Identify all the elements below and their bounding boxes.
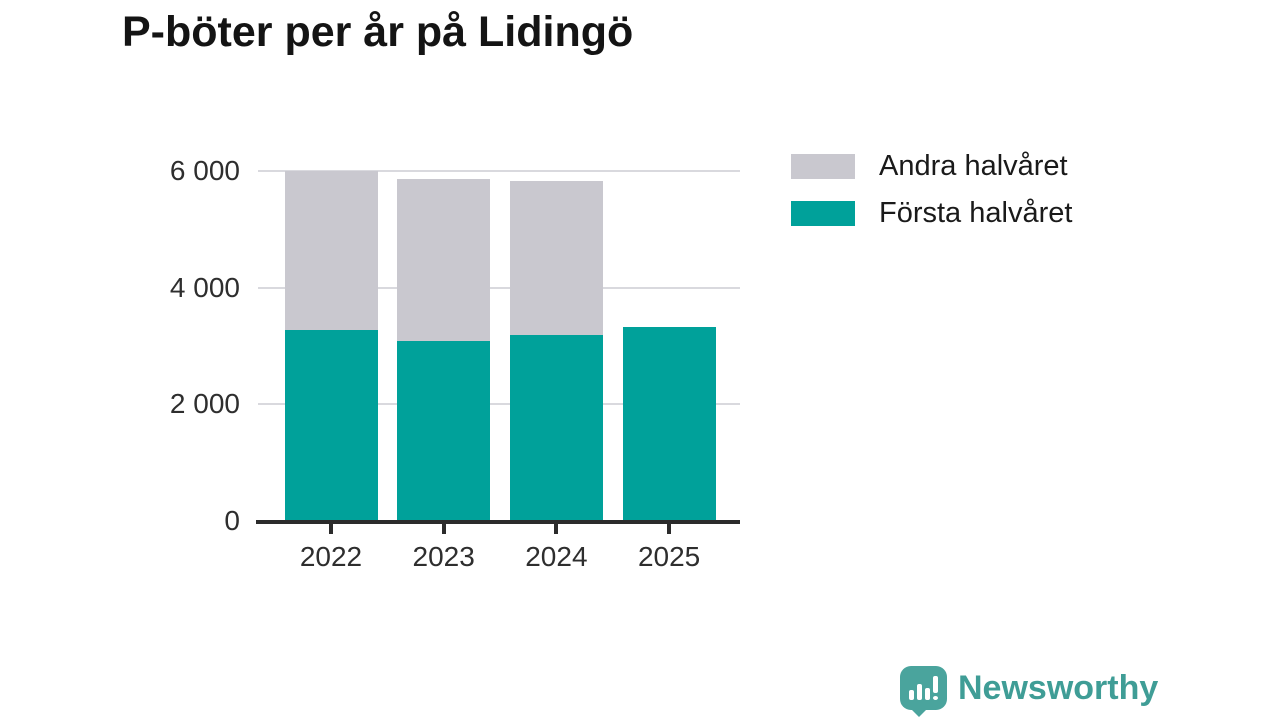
bar-segment-2025 (622, 327, 716, 521)
bar-segment-2023 (397, 179, 491, 341)
x-axis-tick-label: 2025 (637, 541, 701, 572)
x-axis-tick-label: 2022 (299, 541, 363, 572)
logo-exclamation-stem (933, 676, 938, 693)
page-title: P-böter per år på Lidingö (122, 8, 634, 56)
brand-name: Newsworthy (958, 669, 1159, 707)
logo-exclamation-dot (933, 696, 938, 700)
speech-bubble-tail (910, 708, 928, 717)
bar-segment-2022 (284, 329, 378, 521)
logo-bar-medium (925, 688, 930, 700)
x-axis-tick (329, 523, 333, 534)
legend-item-forsta-halvaret: Första halvåret (791, 196, 1073, 229)
speech-bubble-shape (900, 666, 947, 710)
bar-segment-2024 (509, 334, 603, 521)
y-gridline (258, 286, 740, 289)
y-axis-tick-label: 2 000 (169, 388, 240, 420)
legend-swatch (791, 153, 855, 179)
bar-segment-2023 (397, 340, 491, 521)
x-axis-line (256, 520, 740, 524)
y-axis-tick-label: 6 000 (169, 155, 240, 186)
y-gridline (258, 170, 740, 172)
y-axis-tick-label: 4 000 (169, 271, 240, 303)
legend-swatch (791, 200, 855, 226)
x-axis-tick (441, 523, 446, 534)
bar-segment-2022 (284, 171, 378, 330)
legend-label: Andra halvåret (879, 149, 1068, 182)
legend-item-andra-halvaret: Andra halvåret (791, 149, 1072, 182)
newsworthy-branding: Newsworthy (900, 666, 1158, 717)
chart-legend: Andra halvåret Första halvåret (791, 149, 1073, 246)
x-axis-tick (554, 523, 559, 534)
x-axis-tick (667, 523, 672, 534)
bar-segment-2024 (509, 180, 603, 335)
y-axis-tick-label: 0 (224, 505, 240, 536)
legend-label: Första halvåret (879, 196, 1073, 229)
bar-chart-speech-bubble-icon (900, 666, 947, 717)
logo-bar-tall (917, 684, 922, 700)
x-axis-tick-label: 2023 (412, 541, 475, 572)
x-axis-tick-label: 2024 (525, 541, 588, 572)
logo-bar-small (909, 690, 914, 700)
y-gridline (258, 403, 740, 406)
